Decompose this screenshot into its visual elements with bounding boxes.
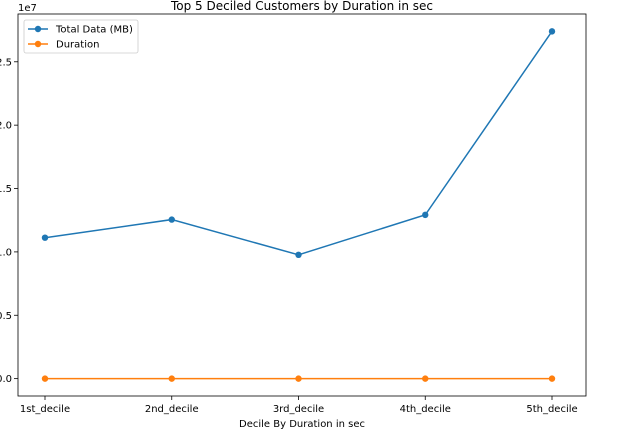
series-1 [41,28,556,259]
series-2 [41,375,556,382]
data-point [168,375,175,382]
x-axis: 1st_decile 2nd_decile 3rd_decile 4th_decile… [20,396,578,415]
x-tick-label: 1st_decile [20,404,70,415]
data-point [422,211,429,219]
y-tick-label: 1.5 [0,184,12,195]
y-tick-label: 2.5 [0,57,12,68]
plot-area [17,13,587,397]
legend-item: Total Data (MB) [28,25,133,36]
data-point [295,375,302,382]
legend-item: Duration [28,40,99,51]
legend-frame [23,19,139,54]
y-tick-label: 0.5 [0,311,12,322]
data-point [548,28,556,35]
y-tick-label: 2.0 [0,121,12,132]
series-layer [41,28,556,382]
x-tick-label: 4th_decile [400,404,451,415]
legend: Total Data (MB) Duration [23,19,139,54]
data-point [168,216,175,223]
y-tick-label: 0.0 [0,374,12,385]
data-point [422,375,429,382]
data-point [548,375,556,382]
x-tick-label: 3rd_decile [273,404,324,415]
legend-marker [34,40,42,48]
data-point [295,251,302,259]
data-point [41,375,49,382]
legend-label: Total Data (MB) [55,25,133,36]
x-tick-label: 2nd_decile [145,404,199,415]
series-line [44,30,553,256]
y-axis: 0.0 0.5 1.0 1.5 2.0 2.5 [0,57,18,385]
chart-title: Top 5 Deciled Customers by Duration in s… [170,0,433,13]
y-tick-label: 1.0 [0,247,12,258]
legend-marker [34,25,42,33]
data-point [41,234,49,241]
x-tick-label: 5th_decile [526,404,577,415]
legend-label: Duration [56,40,99,51]
y-axis-offset-text: 1e7 [18,3,37,14]
x-axis-label: Decile By Duration in sec [239,419,365,430]
